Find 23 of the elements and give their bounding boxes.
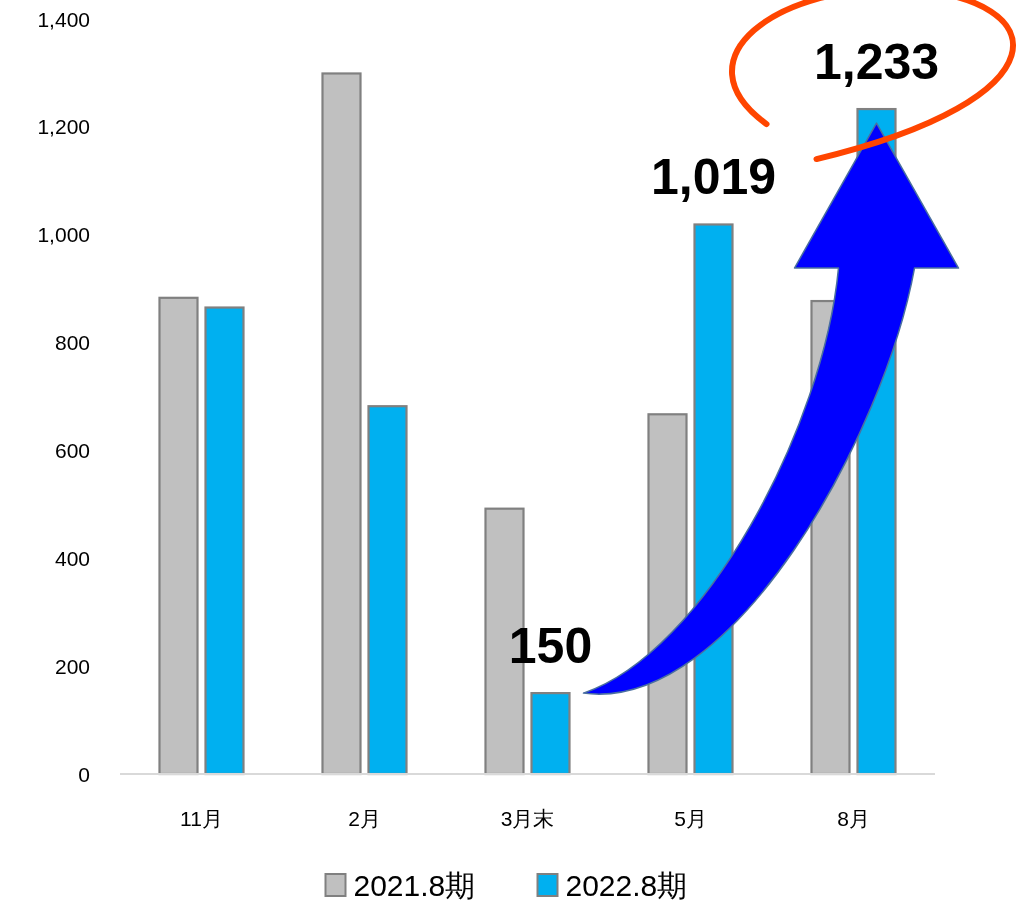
legend-label: 2021.8期 (353, 868, 476, 902)
bar (158, 296, 199, 776)
x-tick-label: 11月 (180, 806, 223, 830)
y-tick-label: 1,200 (37, 115, 90, 139)
x-tick-label: 8月 (837, 806, 870, 830)
bar (530, 692, 571, 776)
y-tick-label: 0 (78, 762, 90, 786)
data-label: 1,019 (650, 149, 777, 206)
x-tick-label: 5月 (674, 806, 707, 830)
x-tick-label: 2月 (348, 806, 381, 830)
bar (321, 72, 362, 776)
legend-label: 2022.8期 (565, 868, 688, 902)
y-tick-label: 600 (54, 438, 90, 462)
y-tick-label: 800 (54, 331, 90, 355)
y-tick-label: 1,400 (37, 7, 90, 31)
bar (367, 405, 408, 776)
data-label: 150 (508, 618, 593, 675)
y-tick-label: 400 (54, 546, 90, 570)
data-label: 1,233 (813, 34, 940, 91)
y-tick-label: 1,000 (37, 223, 90, 247)
bar (204, 306, 245, 776)
x-tick-label: 3月末 (500, 806, 555, 830)
y-tick-label: 200 (54, 654, 90, 678)
